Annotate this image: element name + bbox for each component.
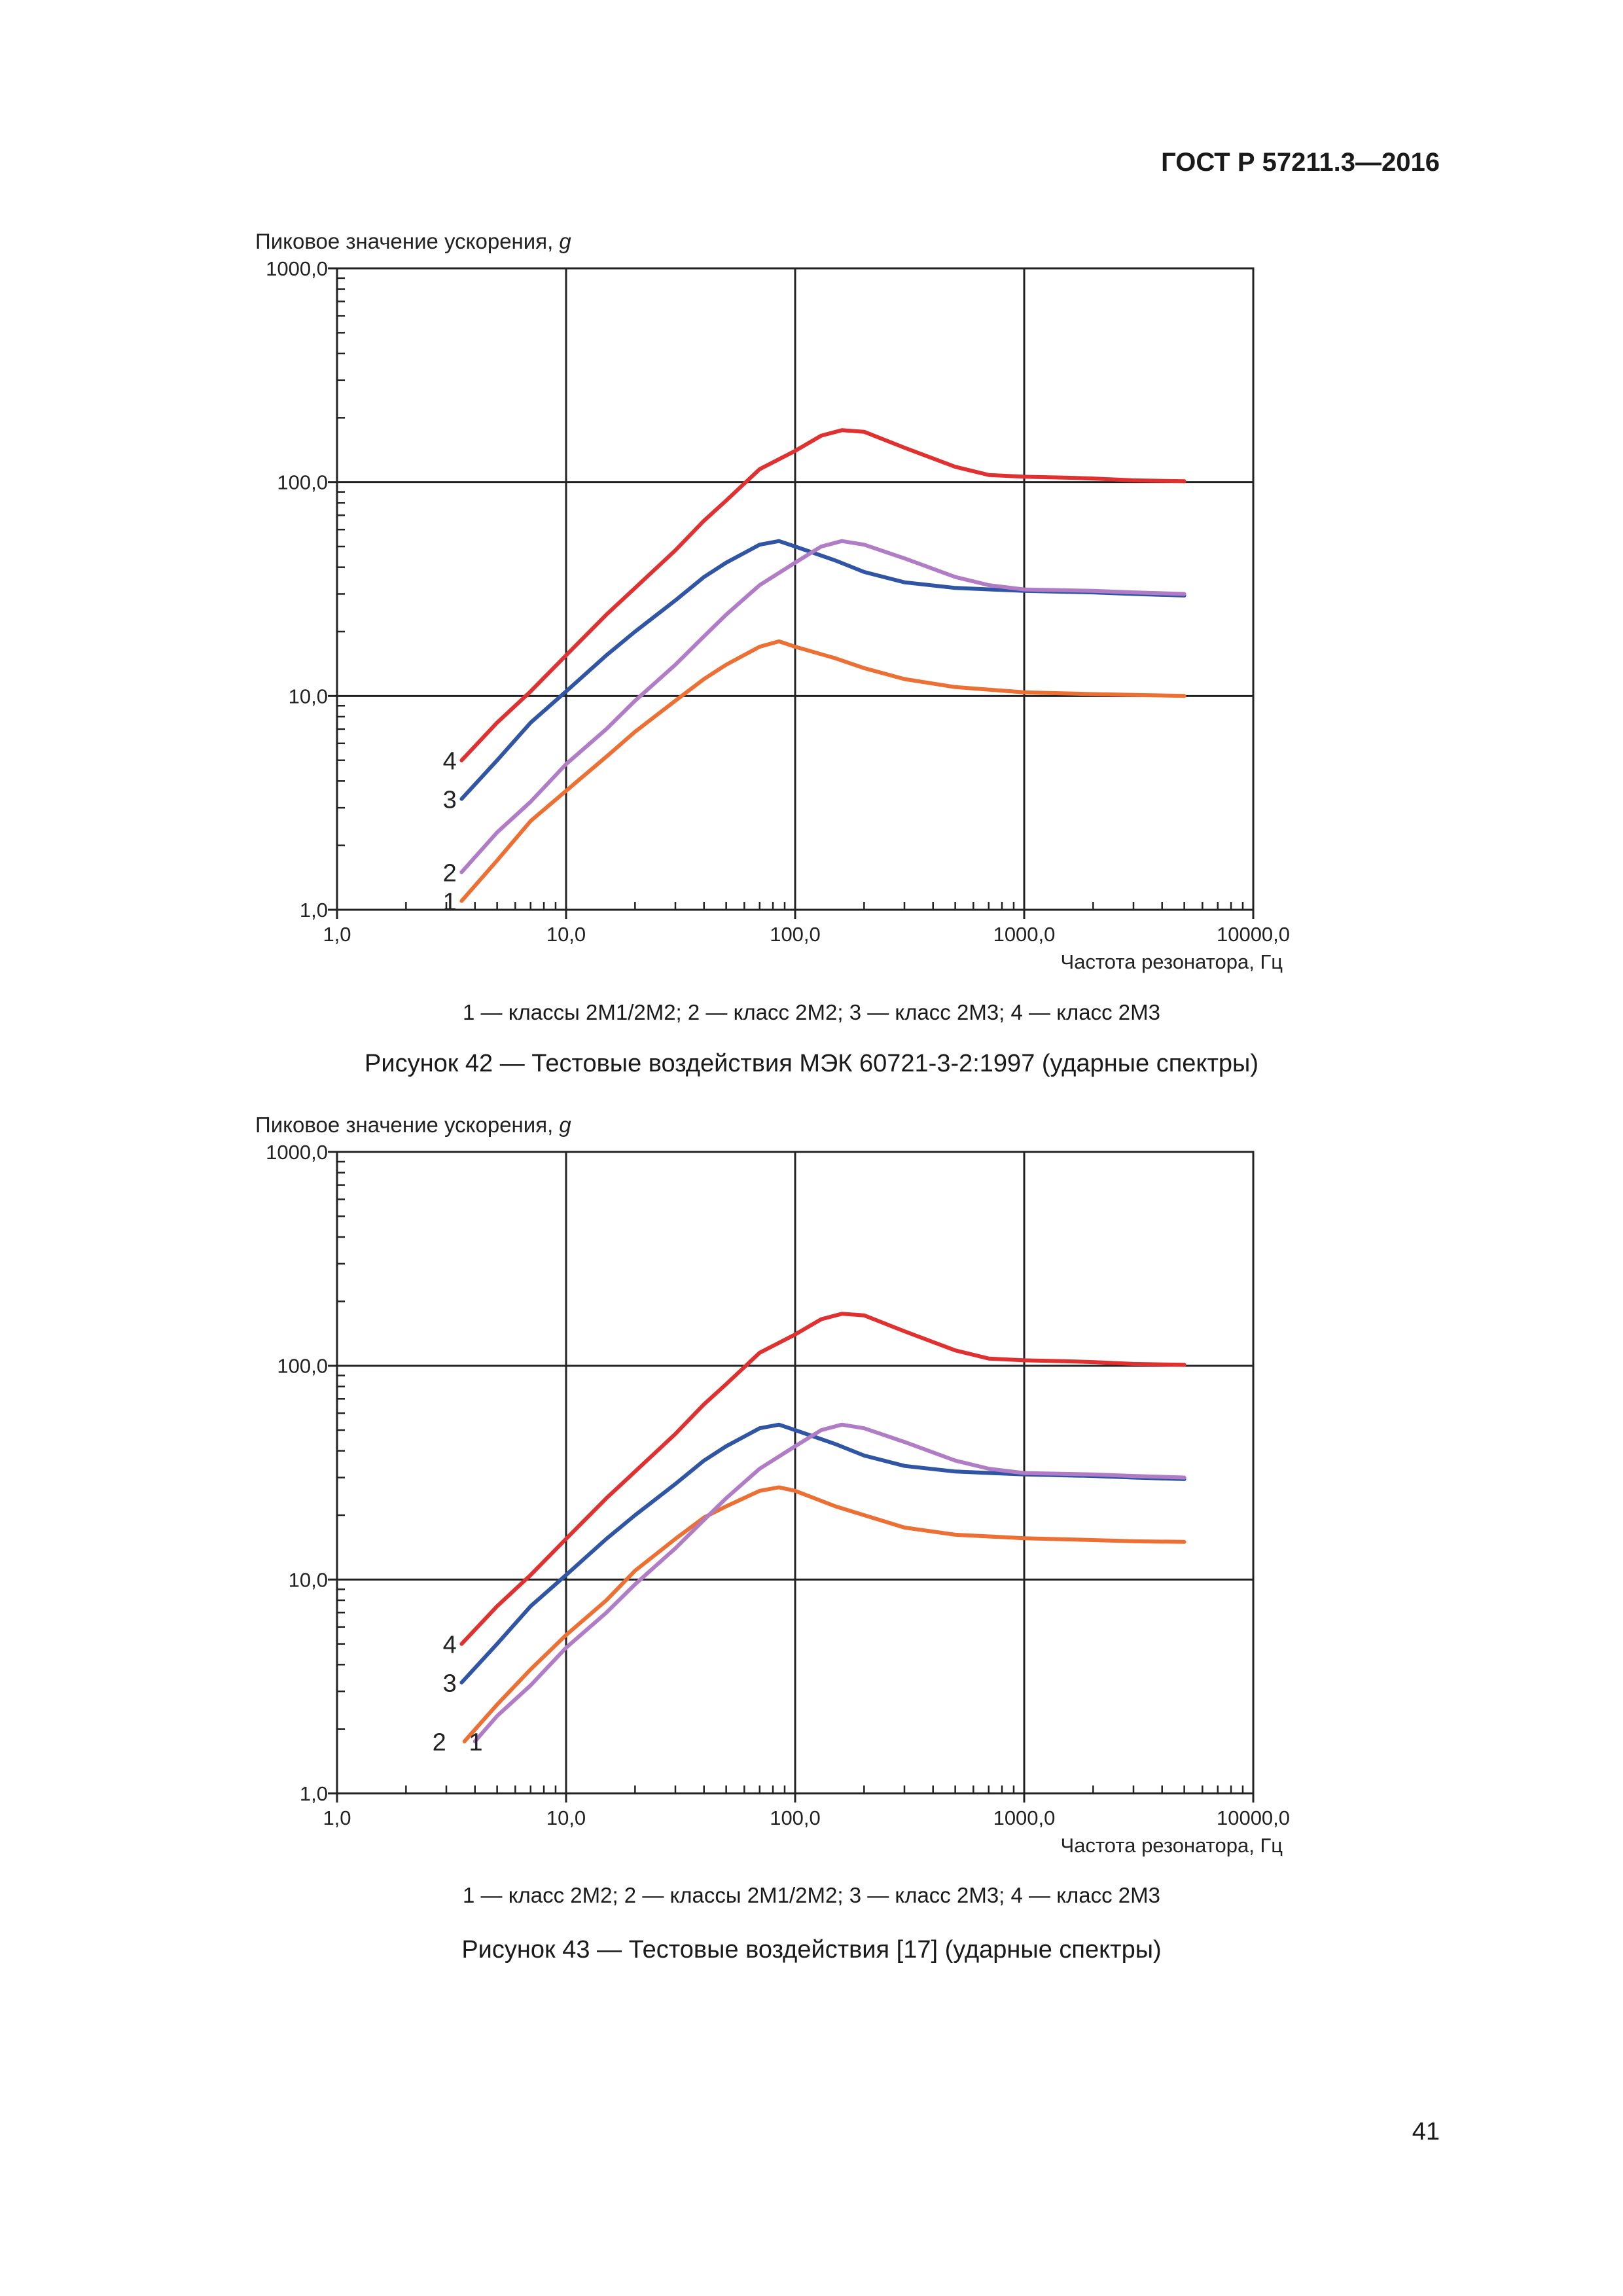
series-line-4 [459,1312,1186,1646]
y-tick-label: 10,0 [289,1568,328,1591]
series-line-4 [459,428,1186,762]
series-line-2 [459,539,1186,874]
y-tick-label: 10,0 [289,685,328,708]
x-tick-label: 100,0 [770,1806,821,1829]
y-tick-label: 100,0 [277,1355,328,1378]
series-line-1 [459,639,1186,903]
y-tick-label: 100,0 [277,471,328,494]
series-label-2: 2 [443,859,457,887]
figure-42-chart: Пиковое значение ускорения, g 1,0 10,0 100,… [255,229,1290,973]
x-tick-label: 1,0 [323,923,351,946]
figure-42-legend: 1 — классы 2М1/2М2; 2 — класс 2М2; 3 — к… [463,1000,1160,1024]
y-tick-label: 1000,0 [266,1141,328,1164]
x-axis-title: Частота резонатора, Гц [1061,950,1283,973]
figure-43-chart: Пиковое значение ускорения, g 1,0 10,0 100,… [255,1113,1290,1857]
y-tick-label: 1000,0 [266,257,328,280]
figure-43-caption: Рисунок 43 — Тестовые воздействия [17] (… [461,1936,1162,1964]
figure-43-legend: 1 — класс 2М2; 2 — классы 2М1/2М2; 3 — к… [463,1883,1160,1907]
series-label-1: 1 [443,888,457,916]
x-tick-label: 10,0 [546,923,586,946]
y-axis-title: Пиковое значение ускорения, g [255,229,571,253]
series-line-3 [459,539,1186,801]
x-tick-label: 1,0 [323,1806,351,1829]
y-axis-title: Пиковое значение ускорения, g [255,1113,571,1137]
series-line-2 [462,1485,1186,1744]
x-tick-label: 10000,0 [1217,923,1290,946]
document-code: ГОСТ Р 57211.3—2016 [1161,148,1440,177]
x-tick-label: 1000,0 [993,923,1056,946]
x-tick-label: 10,0 [546,1806,586,1829]
figure-42-caption: Рисунок 42 — Тестовые воздействия МЭК 60… [365,1050,1258,1077]
series-label-1: 1 [469,1729,482,1757]
x-tick-label: 10000,0 [1217,1806,1290,1829]
x-axis-title: Частота резонатора, Гц [1061,1834,1283,1857]
series-label-4: 4 [443,1632,457,1659]
series-label-3: 3 [443,787,457,814]
y-tick-label: 1,0 [300,1782,328,1805]
y-tick-label: 1,0 [300,899,328,922]
series-label-3: 3 [443,1670,457,1698]
series-label-2: 2 [433,1729,446,1757]
series-label-4: 4 [443,748,457,776]
x-tick-label: 1000,0 [993,1806,1056,1829]
x-tick-label: 100,0 [770,923,821,946]
series-line-3 [459,1422,1186,1685]
page-number: 41 [1412,2118,1440,2145]
series-line-1 [473,1422,1186,1744]
